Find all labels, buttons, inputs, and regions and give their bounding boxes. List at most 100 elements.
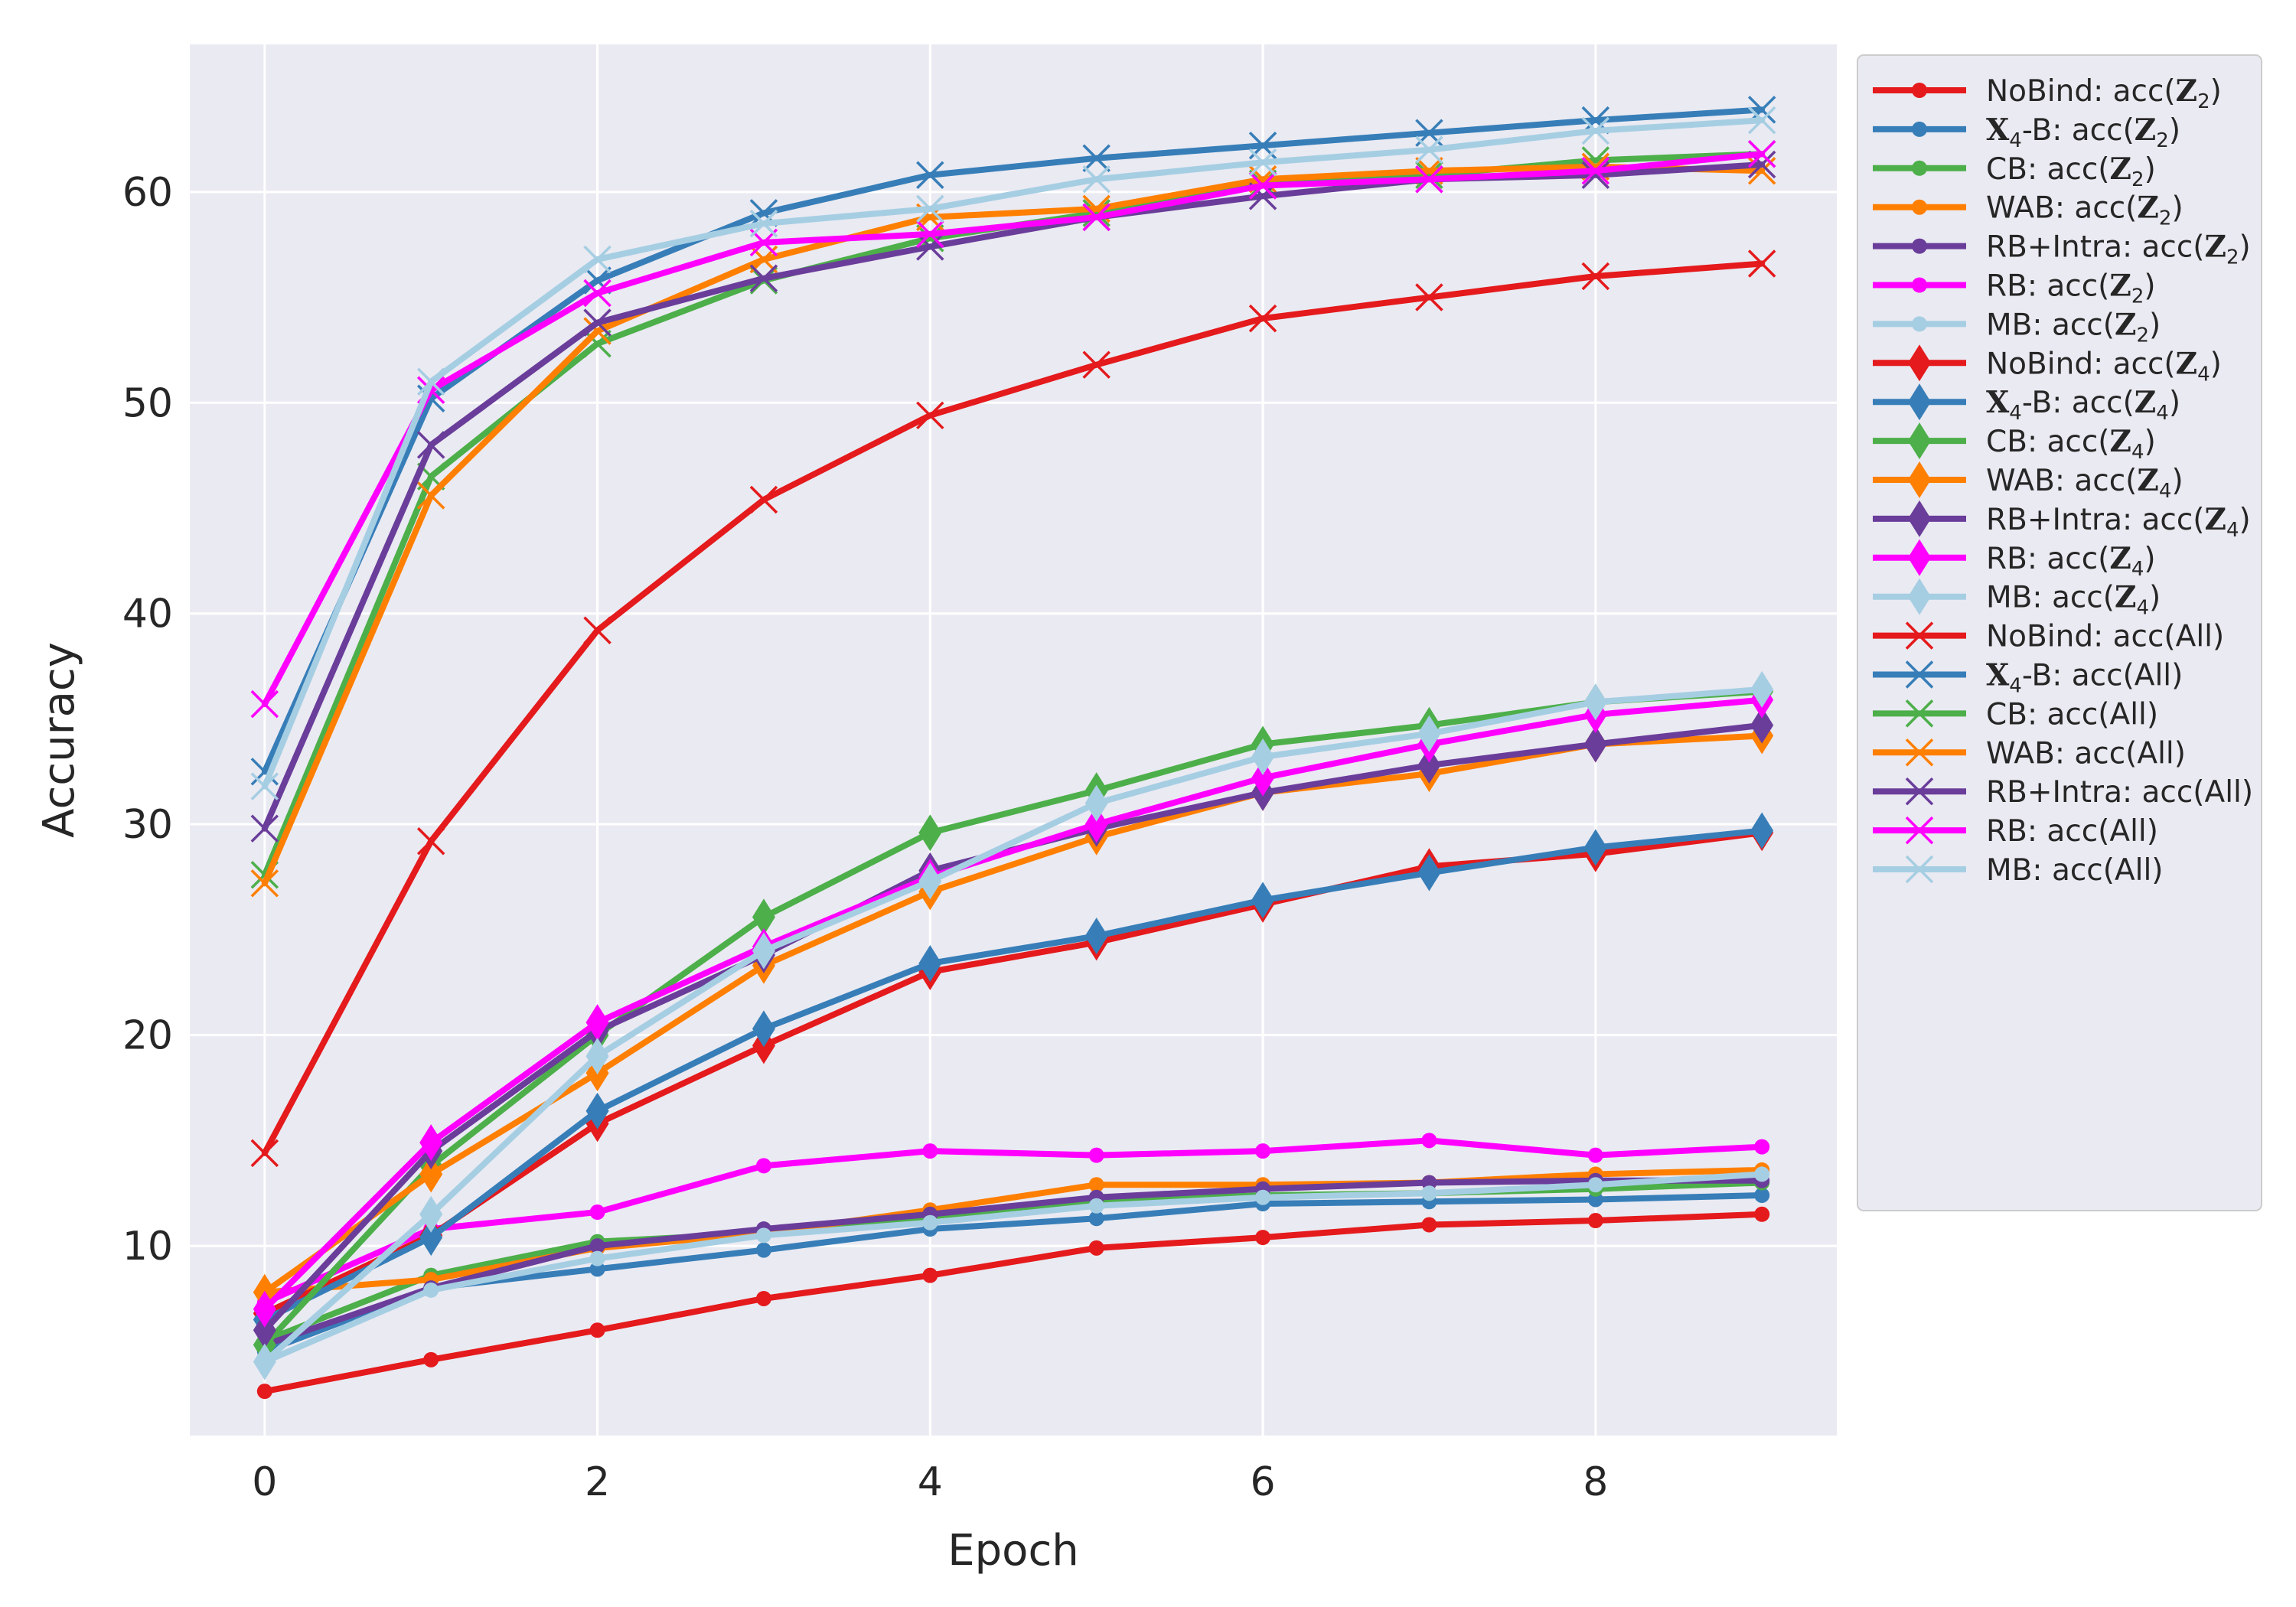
x-axis-label: Epoch (947, 1526, 1078, 1576)
data-point (583, 279, 612, 308)
data-point (918, 862, 942, 900)
data-point (916, 401, 944, 430)
legend-entry: RB: acc(Z4) (1873, 539, 2156, 581)
data-point (419, 1195, 443, 1233)
series-line (261, 260, 1766, 1156)
data-point (1415, 283, 1443, 311)
data-point (1255, 1230, 1271, 1246)
data-point (585, 1092, 609, 1129)
data-point (1754, 1206, 1770, 1222)
data-point (922, 1267, 938, 1283)
x-tick-label: 4 (918, 1459, 943, 1505)
data-point (1421, 1175, 1437, 1191)
data-point (1750, 706, 1774, 744)
data-point (752, 932, 775, 970)
data-point (749, 209, 778, 238)
data-point (250, 772, 279, 800)
y-tick-label: 30 (122, 802, 173, 848)
legend-marker (1905, 699, 1934, 728)
legend-label: RB: acc(Z4) (1986, 541, 2156, 581)
data-point (1088, 1211, 1104, 1227)
legend-marker (1912, 83, 1927, 98)
data-point (922, 1214, 938, 1231)
legend-label: RB: acc(Z2) (1986, 269, 2156, 308)
data-point (585, 1004, 609, 1041)
data-point (1415, 161, 1443, 190)
data-point (253, 1312, 276, 1349)
legend-label: CB: acc(Z4) (1986, 424, 2156, 464)
data-point (1581, 161, 1610, 190)
x-tick-label: 0 (252, 1459, 277, 1505)
data-point (1747, 106, 1776, 135)
legend-entry: MB: acc(All) (1873, 853, 2164, 888)
legend-label: WAB: acc(Z4) (1986, 463, 2183, 503)
series-line (261, 151, 1766, 708)
series-line (261, 732, 1766, 1296)
series-line (261, 1166, 1766, 1296)
data-point (922, 1143, 938, 1159)
data-point (1251, 882, 1275, 919)
data-point (916, 194, 944, 223)
data-point (583, 329, 612, 358)
legend-label: CB: acc(All) (1986, 697, 2158, 732)
data-point (416, 826, 445, 856)
data-point (755, 1158, 771, 1174)
legend-marker (1905, 660, 1934, 689)
legend-label: WAB: acc(Z2) (1986, 191, 2183, 230)
series-20 (250, 106, 1776, 800)
data-point (1754, 1187, 1770, 1203)
legend-label: MB: acc(Z2) (1986, 307, 2161, 347)
legend-marker (1912, 316, 1927, 332)
data-point (250, 1139, 279, 1168)
legend: NoBind: acc(Z2)X4-B: acc(Z2)CB: acc(Z2)W… (1857, 54, 2262, 1211)
legend-entry: MB: acc(Z2) (1873, 307, 2161, 347)
legend-entry: WAB: acc(Z2) (1873, 191, 2183, 230)
data-point (1587, 1213, 1603, 1229)
legend-marker (1908, 422, 1931, 460)
legend-label: RB+Intra: acc(Z4) (1986, 502, 2251, 542)
data-point (916, 220, 944, 249)
legend-entry: RB+Intra: acc(Z2) (1873, 230, 2251, 269)
legend-marker (1908, 539, 1931, 576)
data-point (585, 1038, 609, 1075)
data-point (752, 1010, 775, 1048)
data-point (755, 1242, 771, 1258)
data-point (250, 869, 279, 898)
data-point (1583, 725, 1607, 763)
series-line (261, 1177, 1766, 1348)
data-point (1082, 350, 1110, 379)
data-point (416, 367, 445, 396)
data-point (419, 1219, 443, 1257)
data-point (1587, 1177, 1603, 1193)
data-point (1581, 262, 1610, 291)
data-point (1754, 1139, 1770, 1155)
data-point (1248, 171, 1277, 200)
data-point (1417, 854, 1441, 892)
data-point (1750, 812, 1774, 849)
data-point (918, 814, 942, 852)
data-point (589, 1204, 605, 1221)
legend-label: CB: acc(Z2) (1986, 152, 2156, 191)
data-point (589, 1250, 605, 1266)
series-line (261, 1211, 1766, 1395)
y-tick-label: 40 (122, 592, 173, 637)
data-point (752, 898, 775, 936)
series-13 (253, 670, 1774, 1380)
y-tick-label: 50 (122, 380, 173, 426)
legend-label: X4-B: acc(All) (1986, 658, 2183, 698)
data-point (1754, 1166, 1770, 1182)
data-point (1255, 1189, 1271, 1205)
series-layer (250, 96, 1776, 1400)
legend-entry: NoBind: acc(Z2) (1873, 73, 2222, 113)
data-point (250, 814, 279, 843)
legend-marker (1905, 816, 1934, 845)
series-line (261, 117, 1766, 790)
data-point (1082, 165, 1110, 194)
legend-entry: WAB: acc(All) (1873, 736, 2186, 771)
x-tick-label: 2 (585, 1459, 610, 1505)
series-line (261, 1137, 1766, 1306)
legend-marker (1905, 777, 1934, 806)
data-point (916, 233, 944, 261)
data-point (419, 1156, 443, 1193)
data-point (1088, 1177, 1104, 1193)
